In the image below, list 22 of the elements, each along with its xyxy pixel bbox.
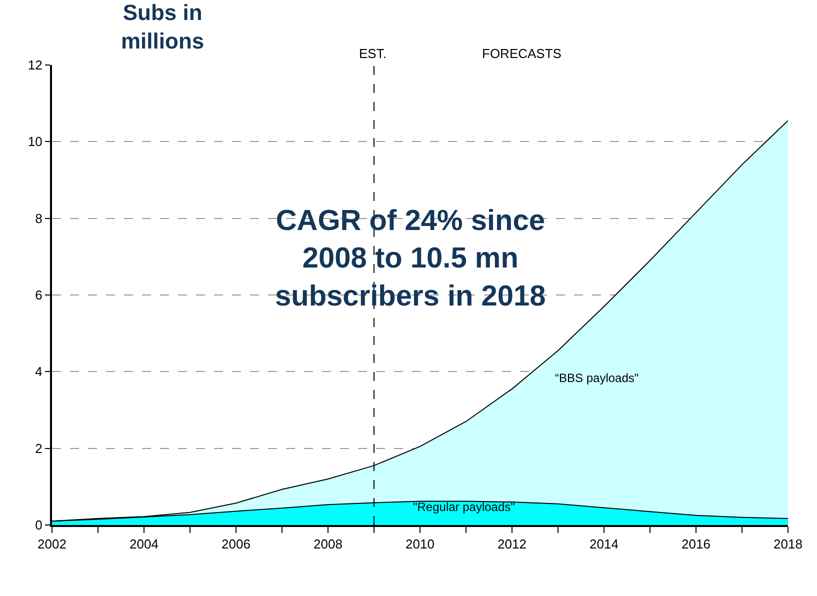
text: FORECASTS bbox=[482, 46, 562, 61]
y-tick-label: 6 bbox=[35, 288, 42, 303]
x-tick-label: 2016 bbox=[682, 536, 710, 552]
text: EST. bbox=[359, 46, 386, 61]
y-tick-label: 0 bbox=[35, 518, 42, 533]
y-tick-label: 12 bbox=[28, 58, 42, 73]
x-tick-label: 2006 bbox=[222, 536, 250, 552]
series-label: "Regular payloads" bbox=[413, 500, 515, 514]
y-tick-label: 2 bbox=[35, 440, 42, 456]
x-tick-label: 2004 bbox=[130, 536, 158, 552]
x-tick-label: 2018 bbox=[774, 536, 802, 552]
y-tick-label: 4 bbox=[35, 364, 42, 380]
annotation: CAGR of 24% since 2008 to 10.5 mn subscribers in 2018 bbox=[275, 205, 546, 312]
x-tick-label: 2014 bbox=[590, 536, 618, 552]
y-tick-label: 8 bbox=[35, 210, 42, 226]
x-tick-label: 2012 bbox=[498, 536, 526, 552]
series-label: “BBS payloads" bbox=[555, 371, 639, 385]
x-tick-label: 2010 bbox=[406, 536, 434, 552]
y-tick-label: 10 bbox=[28, 134, 42, 150]
x-tick-label: 2002 bbox=[38, 536, 66, 552]
y-axis-title: Subs in millions bbox=[121, 0, 204, 54]
x-tick-label: 2008 bbox=[314, 536, 342, 552]
